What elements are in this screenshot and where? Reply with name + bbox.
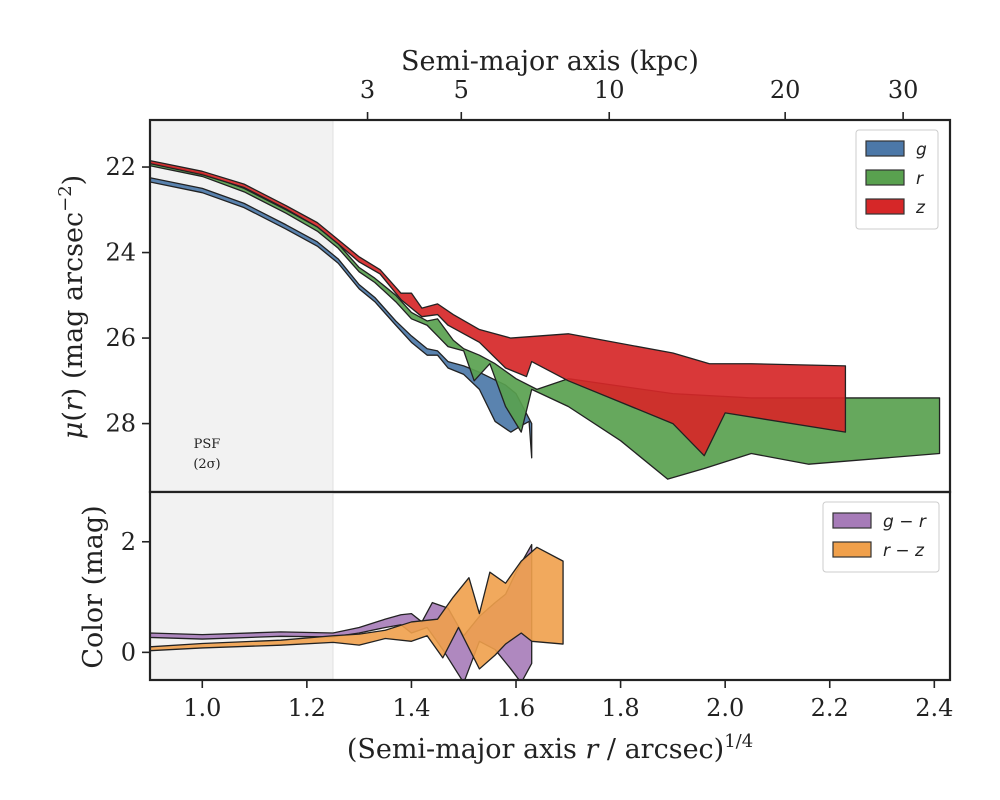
top-panel: 22 24 26 28 PSF (2σ) grz [105, 118, 952, 494]
ylabel-open: ( [58, 411, 89, 422]
y-tick-label: 2 [121, 528, 136, 556]
xlabel-post: / arcsec) [598, 734, 724, 765]
x-tick-label: 1.0 [183, 694, 221, 722]
legend-swatch-r [865, 169, 905, 186]
xlabel-pre: (Semi-major axis [347, 734, 586, 765]
x-tick-label: 2.2 [811, 694, 849, 722]
legend-label: g − r [883, 512, 927, 532]
bottom-legend: g − r r − z [822, 501, 940, 573]
y-tick-label: 26 [105, 324, 136, 352]
ylabel-mu: μ [58, 422, 89, 440]
xlabel-r: r [585, 734, 600, 765]
top-tick-label: 20 [770, 76, 801, 104]
x-tick-label: 2.0 [706, 694, 744, 722]
ylabel-r: r [58, 396, 89, 411]
band-rz [150, 546, 564, 670]
bottom-panel-frame [148, 490, 952, 682]
ylabel-exponent: −2 [55, 185, 76, 212]
ylabel-unit: (mag arcsec [58, 212, 89, 388]
xlabel-exponent: 1/4 [724, 731, 753, 752]
y-tick-label: 28 [105, 410, 136, 438]
top-panel-y-ticks: 22 24 26 28 [105, 153, 150, 438]
legend-swatch-gr [832, 512, 872, 529]
psf-shaded-region-top [149, 119, 334, 493]
top-y-axis-title: μ(r) (mag arcsec−2) [55, 175, 89, 439]
top-tick-label: 30 [888, 76, 919, 104]
legend-label: g [916, 140, 927, 160]
top-tick-label: 3 [360, 76, 375, 104]
psf-label-line1: PSF [194, 437, 221, 452]
top-tick-label: 5 [454, 76, 469, 104]
psf-label-line2: (2σ) [193, 457, 220, 472]
x-tick-label: 1.8 [602, 694, 640, 722]
psf-shaded-region-bottom [149, 491, 334, 681]
legend-label: r − z [883, 541, 925, 561]
x-tick-label: 1.2 [288, 694, 326, 722]
top-tick-label: 10 [594, 76, 625, 104]
bottom-panel-y-ticks: 02 [121, 528, 150, 666]
ylabel-end: ) [58, 175, 89, 186]
y-tick-label: 0 [121, 638, 136, 666]
legend-swatch-g [865, 140, 905, 157]
bottom-panel-x-ticks: 1.0 1.2 1.4 1.6 1.8 2.0 2.2 2.4 [183, 680, 953, 722]
band-z [150, 159, 847, 457]
surface-brightness-bands [150, 159, 941, 480]
top-axis-title: Semi-major axis (kpc) [401, 46, 699, 77]
top-legend: grz [855, 129, 939, 230]
x-axis-title: (Semi-major axis r / arcsec)1/4 [347, 731, 753, 765]
bottom-panel: 02 1.0 1.2 1.4 1.6 1.8 2.0 2.2 2.4 g − rr − z [121, 490, 953, 722]
ylabel-close: ) [58, 388, 89, 399]
band-g [150, 177, 533, 459]
x-tick-label: 1.4 [392, 694, 430, 722]
legend-label: r [916, 169, 924, 189]
legend-swatch-z [865, 198, 905, 215]
x-tick-label: 1.6 [497, 694, 535, 722]
color-profile-bands [150, 543, 564, 680]
top-axis-ticks: 351020305075 [360, 76, 919, 120]
y-tick-label: 24 [105, 239, 136, 267]
legend-swatch-rz [832, 541, 872, 558]
x-tick-label: 2.4 [915, 694, 953, 722]
legend-label: z [915, 198, 926, 218]
y-tick-label: 22 [105, 153, 136, 181]
bottom-y-axis-title: Color (mag) [78, 505, 109, 668]
top-axis: 351020305075 Semi-major axis (kpc) [360, 46, 919, 120]
